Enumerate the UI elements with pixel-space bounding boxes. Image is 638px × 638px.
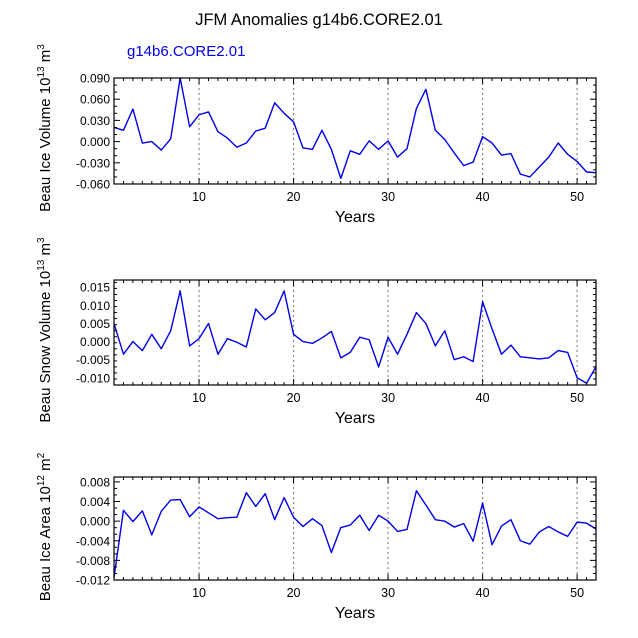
figure-title: JFM Anomalies g14b6.CORE2.01 — [195, 11, 443, 29]
y-tick-label: -0.012 — [76, 574, 110, 588]
plot-frame — [113, 77, 597, 185]
plot-frame — [113, 476, 597, 581]
x-tick-label: 10 — [192, 190, 206, 204]
plot-frame — [113, 279, 597, 386]
y-axis-label: Beau Snow Volume 1013 m3 — [36, 237, 54, 423]
x-tick-label: 40 — [476, 391, 490, 405]
x-tick-label: 30 — [381, 586, 395, 600]
y-tick-label: 0.005 — [80, 317, 110, 331]
x-tick-label: 50 — [570, 190, 584, 204]
panel-1: 10 20 30 40 50 -0.060 -0.030 0.000 0.030 0.060 0.0… — [36, 44, 597, 226]
series-line — [113, 290, 597, 384]
y-tick-label: 0.060 — [80, 93, 110, 107]
x-tick-label: 20 — [287, 391, 301, 405]
x-tick-label: 10 — [192, 391, 206, 405]
x-tick-label: 50 — [570, 391, 584, 405]
panel-2: 10 20 30 40 50 -0.010 -0.005 0.000 0.005 0.010 0.0… — [36, 237, 597, 427]
x-tick-label: 30 — [381, 391, 395, 405]
y-tick-label: 0.008 — [80, 475, 110, 489]
series-line — [113, 490, 597, 578]
y-tick-label: 0.030 — [80, 114, 110, 128]
series-label: g14b6.CORE2.01 — [127, 43, 245, 60]
x-axis-label: Years — [335, 410, 375, 427]
y-tick-label: 0.000 — [80, 335, 110, 349]
x-tick-label: 40 — [476, 586, 490, 600]
y-tick-label: 0.010 — [80, 299, 110, 313]
y-axis-label: Beau Ice Area 1012 m2 — [36, 452, 54, 601]
x-axis-label: Years — [335, 209, 375, 226]
y-tick-label: -0.008 — [76, 554, 110, 568]
y-tick-label: -0.005 — [76, 353, 110, 367]
y-tick-label: 0.000 — [80, 515, 110, 529]
series-line — [113, 77, 597, 180]
y-tick-label: -0.030 — [76, 156, 110, 170]
x-tick-label: 10 — [192, 586, 206, 600]
x-tick-label: 20 — [287, 190, 301, 204]
y-axis-label: Beau Ice Volume 1013 m3 — [36, 44, 54, 212]
x-tick-label: 20 — [287, 586, 301, 600]
x-tick-label: 40 — [476, 190, 490, 204]
y-tick-label: -0.060 — [76, 178, 110, 192]
x-axis-label: Years — [335, 605, 375, 622]
x-tick-label: 30 — [381, 190, 395, 204]
y-tick-label: 0.090 — [80, 72, 110, 86]
y-tick-label: -0.004 — [76, 534, 110, 548]
panel-3: 10 20 30 40 50 -0.012 -0.008 -0.004 0.000 0.004 0.… — [36, 452, 597, 622]
y-tick-label: -0.010 — [76, 371, 110, 385]
y-tick-label: 0.004 — [80, 495, 110, 509]
x-tick-label: 50 — [570, 586, 584, 600]
y-tick-label: 0.015 — [80, 281, 110, 295]
y-tick-label: 0.000 — [80, 135, 110, 149]
